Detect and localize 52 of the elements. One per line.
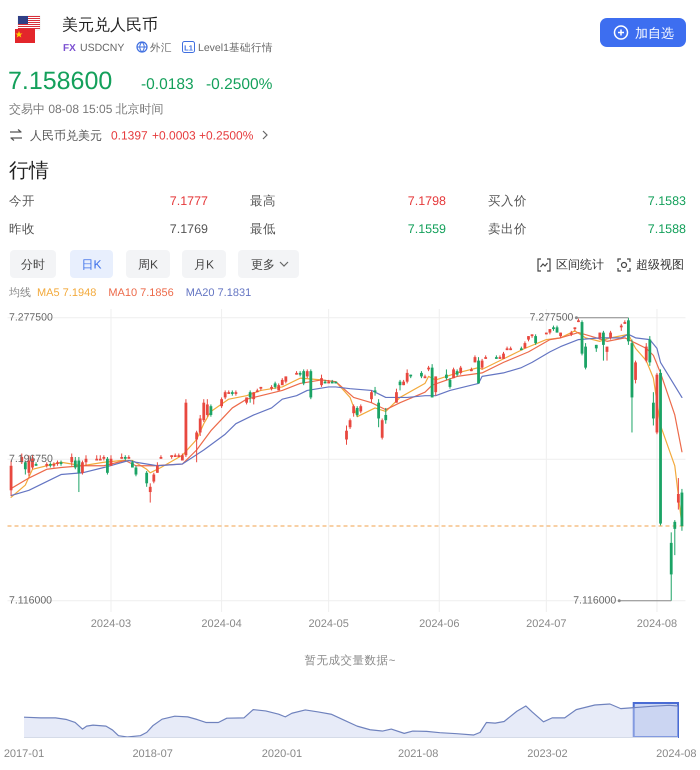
legend: 均线 MA5 7.1948 MA10 7.1856 MA20 7.1831: [9, 287, 252, 299]
x-tick-label: 2024-07: [526, 618, 567, 630]
x-tick-label: 2021-08: [398, 748, 438, 760]
text: 买入价: [488, 194, 527, 208]
text: 超级视图: [636, 258, 684, 272]
text: 7.1588: [648, 222, 686, 236]
text: 美元兑人民币: [62, 16, 158, 34]
text: 最高: [250, 193, 276, 208]
text: 卖出价: [488, 222, 527, 236]
text: 7.1583: [648, 194, 686, 208]
text: FX: [63, 43, 76, 54]
text: +0.0003: [152, 128, 196, 142]
text: 周K: [138, 258, 158, 272]
x-tick-label: 2024-05: [308, 618, 349, 630]
text: 区间统计: [556, 258, 604, 272]
text: 7.1559: [408, 222, 446, 236]
text: 今开: [9, 194, 35, 208]
text: 外汇: [150, 42, 172, 54]
text: 最低: [250, 222, 276, 236]
text: 分时: [21, 258, 45, 272]
text: 更多: [251, 258, 275, 272]
text: 7.1798: [408, 194, 446, 208]
text: 日K: [81, 258, 102, 272]
text: -0.2500%: [206, 76, 273, 93]
x-tick-label: 2023-02: [527, 748, 568, 760]
annotation: 7.277500: [530, 312, 574, 324]
text: -0.0183: [141, 76, 194, 93]
text: 月K: [194, 258, 214, 272]
text: 加自选: [635, 26, 674, 40]
x-tick-label: 2020-01: [262, 748, 302, 760]
text: 行情: [9, 160, 49, 182]
text: 7.158600: [8, 67, 112, 95]
text: Level1基础行情: [198, 41, 273, 54]
x-tick-label: 2024-03: [90, 618, 132, 630]
text: 7.1777: [170, 194, 208, 208]
x-tick-label: 2017-01: [4, 748, 44, 760]
text: 昨收: [9, 222, 35, 236]
x-tick-label: 2024-04: [201, 618, 242, 630]
x-tick-label: 2024-06: [419, 618, 460, 630]
y-tick-label: 7.116000: [9, 594, 52, 607]
text: 交易中 08-08 15:05 北京时间: [9, 102, 164, 116]
x-tick-label: 2024-08: [656, 748, 697, 760]
x-tick-label: 2018-07: [132, 748, 173, 760]
annotation: 7.116000: [573, 594, 616, 607]
y-tick-label: 7.277500: [9, 312, 53, 324]
text: 人民币兑美元: [30, 128, 102, 142]
text: +0.2500%: [199, 128, 254, 142]
text: USDCNY: [80, 42, 124, 54]
text: 7.1769: [170, 222, 208, 236]
text: 暂无成交量数据~: [304, 653, 396, 667]
text: 0.1397: [111, 128, 148, 142]
x-tick-label: 2024-08: [636, 618, 678, 630]
